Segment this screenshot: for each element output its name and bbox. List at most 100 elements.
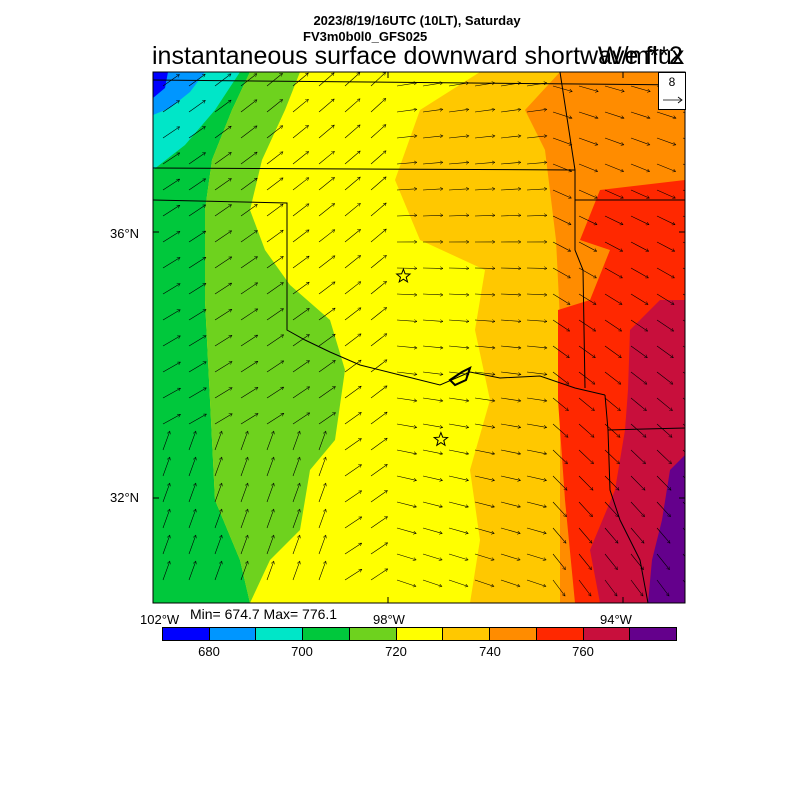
wind-arrow [656, 527, 670, 543]
wind-arrow [500, 109, 521, 113]
wind-arrow [552, 345, 569, 358]
wind-arrow [656, 267, 674, 278]
wind-arrow [682, 163, 685, 166]
wind-arrow [266, 178, 283, 191]
wind-arrow [162, 283, 180, 295]
wind-arrow [448, 294, 469, 295]
wind-arrow [682, 111, 685, 113]
wind-arrow [552, 449, 568, 464]
wind-arrow [214, 283, 232, 295]
wind-arrow [292, 256, 309, 269]
wind-arrow [474, 109, 495, 113]
wind-arrow [422, 189, 443, 190]
wind-arrow [500, 294, 521, 295]
wind-arrow [526, 423, 547, 427]
wind-arrow [422, 501, 442, 507]
wind-arrow [474, 215, 495, 216]
wind-arrow [396, 136, 417, 139]
colorbar-swatch [630, 628, 677, 640]
wind-arrow [682, 293, 685, 296]
wind-arrow [604, 267, 622, 278]
wind-arrow [500, 501, 520, 507]
wind-arrow [266, 283, 283, 295]
wind-arrow [266, 361, 284, 373]
wind-arrow [552, 397, 568, 411]
lon-label-94w: 94°W [600, 612, 632, 627]
wind-arrow [344, 439, 361, 451]
wind-arrow [396, 423, 417, 427]
wind-arrow [682, 267, 685, 270]
wind-arrow [682, 137, 685, 140]
wind-arrow [604, 111, 624, 118]
wind-arrow [214, 126, 231, 139]
wind-arrow [604, 163, 624, 172]
wind-arrow [318, 99, 334, 113]
wind-arrow [422, 136, 443, 139]
wind-arrow [630, 345, 647, 358]
wind-arrow [630, 215, 649, 225]
wind-arrow [578, 345, 595, 358]
wind-arrow [214, 431, 222, 451]
wind-arrow [656, 475, 671, 490]
wind-arrow [422, 527, 442, 533]
wind-arrow [422, 475, 443, 480]
wind-arrow [526, 294, 547, 295]
wind-arrow [604, 215, 623, 225]
lon-label-98w: 98°W [373, 612, 405, 627]
wind-arrow [552, 137, 572, 145]
wind-arrow [604, 345, 621, 358]
wind-arrow [266, 561, 274, 581]
wind-arrow [162, 535, 170, 555]
wind-arrow [344, 256, 361, 269]
wind-arrow [240, 535, 248, 555]
reference-vector-box: 8 [658, 72, 686, 110]
wind-arrow [370, 255, 386, 269]
wind-arrow [188, 256, 206, 269]
wind-arrow [552, 501, 567, 517]
wind-arrow [474, 501, 494, 507]
wind-arrow [500, 162, 521, 164]
wind-arrow [396, 527, 416, 533]
wind-arrow [266, 535, 274, 555]
wind-arrow [578, 85, 598, 92]
wind-arrow [474, 423, 495, 427]
wind-arrow [292, 152, 309, 165]
colorbar-label-760: 760 [572, 644, 594, 659]
border-ar-la [607, 427, 685, 431]
wind-arrows [162, 72, 685, 596]
wind-arrow [604, 501, 619, 517]
reference-vector-arrow [663, 96, 683, 104]
state-borders [153, 72, 685, 603]
wind-arrow [448, 423, 469, 427]
wind-arrow [344, 203, 360, 217]
wind-arrow [578, 371, 595, 384]
wind-arrow [240, 152, 257, 165]
wind-arrow [526, 579, 546, 586]
wind-arrow [604, 553, 618, 570]
wind-arrow [656, 449, 672, 464]
wind-arrow [578, 423, 594, 437]
wind-arrow [656, 371, 673, 384]
wind-arrow [448, 449, 469, 454]
wind-arrow [318, 431, 326, 451]
map-title: instantaneous surface downward shortwave… [152, 42, 685, 70]
wind-arrow [396, 501, 416, 507]
wind-arrow [474, 189, 495, 190]
wind-arrow [292, 361, 310, 373]
wind-arrow [682, 189, 685, 192]
wind-arrow [266, 509, 274, 529]
wind-arrow [370, 99, 386, 113]
wind-arrow [344, 517, 362, 529]
wind-arrow [162, 309, 180, 321]
wind-arrow [604, 137, 624, 145]
wind-arrow [370, 543, 388, 555]
wind-arrow [214, 483, 222, 503]
wind-arrow [292, 413, 310, 425]
wind-arrow [344, 412, 361, 425]
wind-arrow [656, 579, 669, 596]
wind-arrow [396, 109, 417, 113]
wind-arrow [656, 397, 672, 411]
wind-arrow [188, 388, 206, 399]
wind-arrow [552, 189, 571, 198]
wind-arrow [630, 111, 650, 118]
